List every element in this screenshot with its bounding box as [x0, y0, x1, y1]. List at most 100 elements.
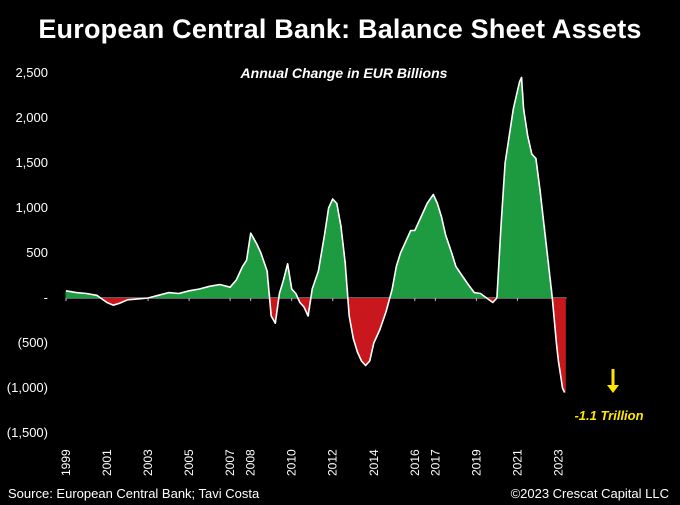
area-bar: [317, 271, 320, 298]
area-bar: [325, 228, 327, 298]
area-bar: [181, 292, 183, 298]
area-bar: [449, 246, 451, 298]
area-bar: [239, 271, 242, 298]
area-bar: [235, 280, 238, 298]
area-bar: [77, 292, 80, 298]
area-bar: [524, 115, 526, 298]
area-bar: [122, 298, 125, 302]
area-bar: [300, 298, 303, 304]
area-bar: [540, 198, 543, 298]
area-bar: [405, 241, 407, 298]
area-bar: [87, 293, 89, 298]
area-bar: [112, 298, 115, 306]
area-bar: [531, 154, 533, 298]
area-bar: [86, 293, 88, 298]
area-bar: [528, 140, 530, 298]
area-bar: [274, 298, 277, 324]
area-bar: [248, 247, 250, 298]
area-bar: [164, 293, 167, 298]
area-bar: [532, 155, 534, 298]
area-bar: [533, 156, 535, 298]
area-bar: [204, 287, 207, 298]
area-bar: [541, 207, 544, 298]
area-bar: [192, 290, 195, 298]
x-tick-label: 2001: [100, 449, 114, 476]
area-bar: [95, 295, 97, 298]
area-bar: [322, 241, 325, 298]
area-bar: [423, 210, 426, 298]
area-bar: [435, 201, 438, 298]
area-bar: [160, 294, 163, 298]
area-bar: [512, 109, 515, 298]
area-bar: [348, 298, 351, 316]
x-tick-label: 2010: [285, 449, 299, 476]
area-bar: [361, 298, 364, 363]
area-bar: [105, 298, 107, 302]
area-bar: [255, 241, 257, 298]
area-bar: [285, 268, 288, 298]
area-bar: [229, 287, 232, 298]
area-bar: [168, 292, 170, 298]
area-bar: [93, 294, 95, 298]
area-bar: [436, 203, 439, 298]
area-bar: [526, 128, 528, 298]
area-bar: [154, 296, 157, 298]
area-bar: [189, 290, 192, 298]
area-bar: [198, 289, 201, 298]
copyright-note: ©2023 Crescat Capital LLC: [510, 486, 669, 501]
area-bar: [368, 298, 370, 363]
area-bar: [71, 291, 74, 298]
area-bar: [293, 291, 295, 298]
area-bar: [169, 292, 171, 298]
area-bar: [188, 290, 191, 298]
area-bar: [355, 298, 358, 349]
area-bar: [184, 291, 186, 298]
y-tick-label: (500): [18, 335, 48, 350]
area-bar: [352, 298, 355, 339]
area-bar: [473, 292, 476, 298]
area-bar: [506, 149, 509, 298]
series-line: [65, 76, 566, 393]
x-tick-label: 2017: [428, 449, 442, 476]
area-bar: [400, 250, 403, 298]
area-bar: [69, 291, 72, 298]
area-bar: [362, 298, 365, 364]
area-bar: [289, 276, 291, 298]
area-bar: [247, 253, 249, 298]
area-bar: [462, 276, 465, 298]
area-bar: [318, 265, 321, 298]
area-bar: [281, 283, 284, 298]
area-bar: [477, 293, 480, 298]
area-bar: [513, 104, 516, 299]
area-bar: [535, 158, 537, 298]
area-bar: [476, 293, 479, 298]
area-bar: [472, 291, 475, 298]
area-bar: [525, 122, 527, 298]
area-bar: [381, 298, 384, 324]
area-bar: [301, 298, 304, 305]
area-bar: [315, 277, 318, 298]
area-bar: [357, 298, 360, 355]
area-bar: [180, 292, 182, 298]
area-bar: [153, 296, 156, 298]
area-bar: [280, 286, 283, 298]
area-bar: [374, 298, 376, 341]
area-bar: [326, 221, 328, 298]
area-bar: [271, 298, 274, 318]
area-bar: [370, 298, 372, 357]
area-bar: [182, 292, 184, 298]
area-bar: [227, 286, 229, 298]
area-bar: [448, 243, 450, 298]
area-bar: [238, 273, 241, 298]
area-bar: [252, 236, 254, 298]
area-bar: [418, 221, 420, 298]
area-bar: [250, 233, 252, 298]
area-bar: [342, 243, 345, 298]
area-bar: [409, 233, 411, 298]
area-bar: [450, 249, 452, 298]
area-bar: [508, 136, 511, 298]
area-bar: [417, 223, 419, 298]
area-bar: [453, 259, 455, 298]
x-tick-label: 2007: [223, 449, 237, 476]
